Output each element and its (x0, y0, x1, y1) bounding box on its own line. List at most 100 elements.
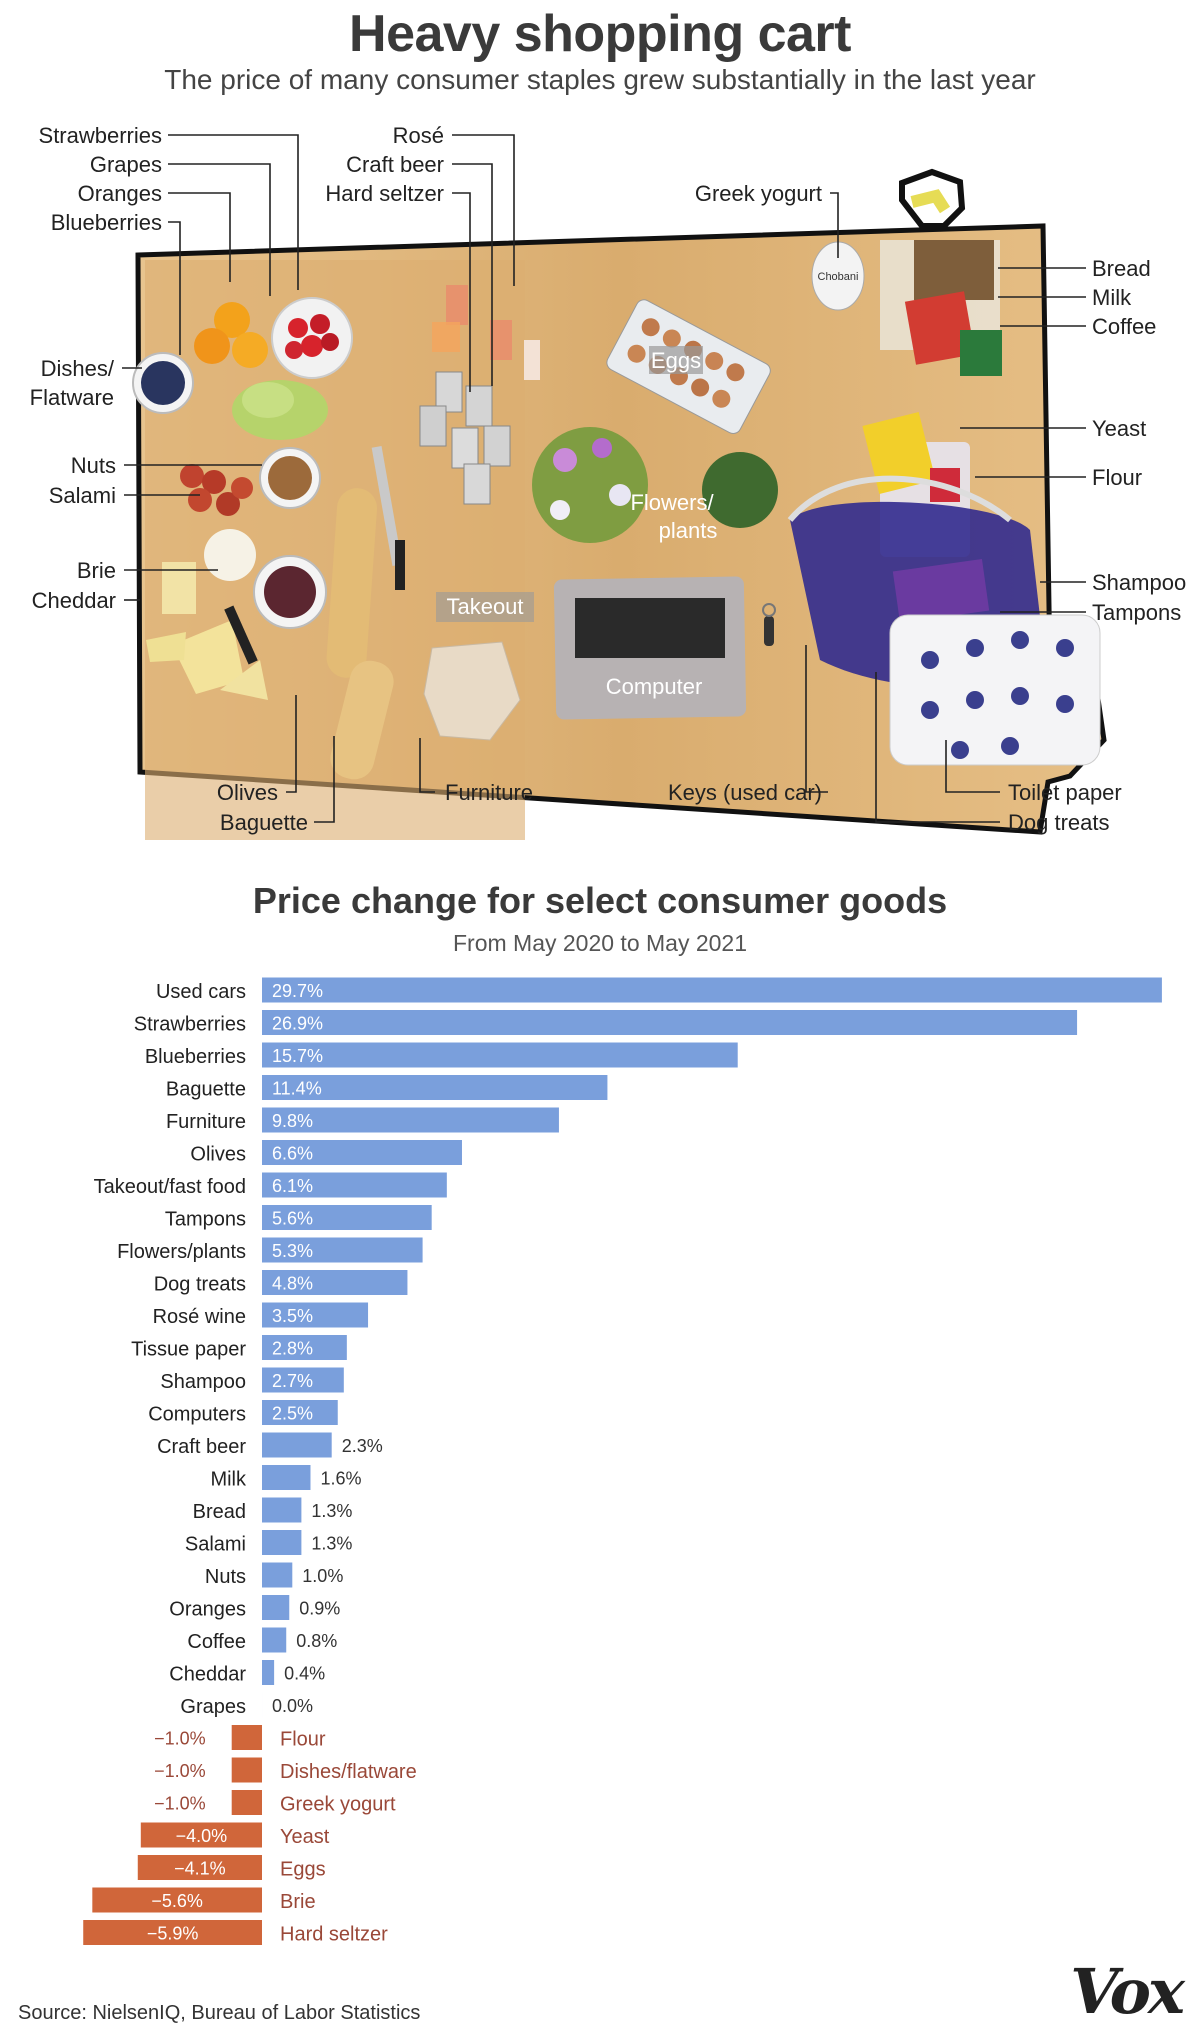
value-label-10: 3.5% (272, 1306, 313, 1326)
value-label-4: 9.8% (272, 1111, 313, 1131)
callout-flour: Flour (1092, 465, 1142, 490)
toilet-paper-item (889, 614, 1101, 766)
category-label-28: Brie (280, 1891, 316, 1913)
value-label-17: 1.3% (311, 1534, 352, 1554)
category-label-16: Bread (193, 1501, 246, 1523)
value-label-24: −1.0% (154, 1761, 206, 1781)
category-label-21: Cheddar (169, 1664, 246, 1686)
knives-item (224, 446, 405, 665)
callout-grapes: Grapes (90, 152, 162, 177)
baguette-item (326, 488, 394, 780)
blueberries-item (132, 352, 194, 414)
label-flowers: Flowers/ (630, 490, 714, 515)
bar-9 (262, 1270, 408, 1295)
callout-cheddar: Cheddar (32, 588, 116, 613)
value-label-28: −5.6% (151, 1891, 203, 1911)
callout-rose: Rosé (393, 123, 444, 148)
callout-coffee: Coffee (1092, 314, 1156, 339)
bar-14 (262, 1432, 332, 1458)
callout-dog-treats: Dog treats (1008, 810, 1110, 835)
category-label-20: Coffee (187, 1631, 246, 1653)
category-label-10: Rosé wine (153, 1306, 246, 1328)
category-label-11: Tissue paper (131, 1339, 246, 1361)
olives-item (253, 555, 327, 629)
yogurt-brand: Chobani (818, 271, 859, 283)
value-label-2: 15.7% (272, 1046, 323, 1066)
bar-10 (262, 1302, 369, 1328)
category-label-25: Greek yogurt (280, 1794, 396, 1816)
bar-26 (140, 1822, 262, 1848)
value-label-3: 11.4% (272, 1079, 322, 1099)
bread-item (880, 240, 1000, 350)
category-label-13: Computers (148, 1404, 246, 1426)
value-label-9: 4.8% (272, 1274, 313, 1294)
bar-8 (262, 1237, 423, 1263)
value-label-13: 2.5% (272, 1404, 313, 1424)
category-label-27: Eggs (280, 1859, 326, 1881)
callout-strawberries: Strawberries (39, 123, 162, 148)
label-plants: plants (659, 518, 718, 543)
category-label-26: Yeast (280, 1826, 330, 1848)
category-label-15: Milk (210, 1469, 247, 1491)
takeout-item (423, 641, 521, 741)
bar-29 (83, 1920, 262, 1945)
source-note: Source: NielsenIQ, Bureau of Labor Stati… (18, 2002, 421, 2024)
bar-23 (231, 1725, 262, 1750)
bar-16 (262, 1497, 302, 1523)
value-label-21: 0.4% (284, 1664, 325, 1684)
bar-15 (262, 1465, 311, 1490)
category-label-24: Dishes/flatware (280, 1761, 417, 1783)
chart-subtitle: From May 2020 to May 2021 (452, 930, 748, 956)
value-label-5: 6.6% (272, 1144, 313, 1164)
callout-furniture: Furniture (445, 780, 533, 805)
bar-27 (137, 1855, 262, 1880)
bar-17 (262, 1530, 302, 1555)
value-label-19: 0.9% (299, 1599, 340, 1619)
bar-5 (262, 1140, 462, 1165)
value-label-29: −5.9% (147, 1924, 199, 1944)
category-label-17: Salami (185, 1534, 246, 1556)
salami-item (180, 464, 253, 516)
value-label-8: 5.3% (272, 1241, 313, 1261)
value-label-26: −4.0% (176, 1826, 228, 1846)
category-label-2: Blueberries (145, 1046, 246, 1068)
category-label-6: Takeout/fast food (94, 1176, 246, 1198)
callout-baguette: Baguette (220, 810, 308, 835)
category-label-5: Olives (190, 1144, 246, 1166)
callout-yeast: Yeast (1092, 416, 1146, 441)
bar-0 (262, 977, 1162, 1003)
value-label-7: 5.6% (272, 1209, 313, 1229)
callout-oranges: Oranges (78, 181, 162, 206)
cans-item (419, 371, 511, 505)
bar-12 (262, 1367, 344, 1393)
category-label-23: Flour (280, 1729, 326, 1751)
bar-4 (262, 1107, 559, 1133)
value-label-0: 29.7% (272, 981, 323, 1001)
callout-tampons: Tampons (1092, 600, 1181, 625)
value-label-6: 6.1% (272, 1176, 313, 1196)
tampons-item (892, 558, 990, 624)
page-subtitle: The price of many consumer staples grew … (164, 64, 1036, 95)
nuts-item (259, 447, 321, 509)
label-eggs: Eggs (651, 348, 701, 373)
value-label-23: −1.0% (154, 1729, 206, 1749)
oranges-item (194, 302, 268, 368)
category-label-8: Flowers/plants (117, 1241, 246, 1263)
value-label-25: −1.0% (154, 1794, 206, 1814)
value-label-16: 1.3% (311, 1501, 352, 1521)
value-label-14: 2.3% (342, 1436, 383, 1456)
category-label-12: Shampoo (160, 1371, 246, 1393)
callout-milk: Milk (1092, 285, 1132, 310)
value-label-18: 1.0% (302, 1566, 343, 1586)
callout-shampoo: Shampoo (1092, 570, 1186, 595)
bar-6 (262, 1172, 447, 1198)
greek-yogurt-item: Chobani (811, 241, 865, 311)
category-label-9: Dog treats (154, 1274, 246, 1296)
value-label-11: 2.8% (272, 1339, 313, 1359)
bar-20 (262, 1627, 287, 1653)
callout-toilet-paper: Toilet paper (1008, 780, 1122, 805)
value-label-22: 0.0% (272, 1696, 313, 1716)
bar-25 (231, 1790, 262, 1815)
callout-brie: Brie (77, 558, 116, 583)
bar-7 (262, 1205, 432, 1230)
